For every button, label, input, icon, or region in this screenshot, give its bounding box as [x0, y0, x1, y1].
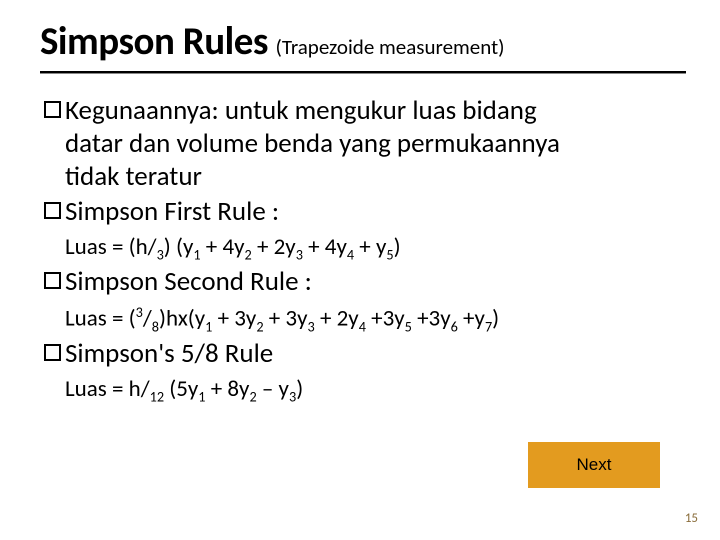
f: 4: [359, 317, 366, 335]
f: ): [296, 375, 303, 403]
f: + 2y: [252, 233, 296, 261]
body-content: Kegunaannya: untuk mengukur luas bidang …: [34, 95, 692, 406]
f: + y: [354, 233, 386, 261]
f: +3y: [412, 304, 451, 332]
bullet-kegunaan: Kegunaannya: untuk mengukur luas bidang: [44, 95, 682, 128]
f: 1: [198, 387, 205, 405]
f: )hx(y: [159, 304, 205, 332]
square-bullet-icon: [44, 344, 61, 361]
f: 3: [296, 245, 303, 263]
f: 12: [150, 387, 164, 405]
rule2-heading: Simpson Second Rule :: [65, 266, 312, 299]
slide-container: Simpson Rules (Trapezoide measurement) K…: [0, 0, 720, 540]
bullet-rule2: Simpson Second Rule :: [44, 266, 682, 299]
f: ): [394, 233, 401, 261]
title-divider: [40, 71, 686, 73]
f: 2: [245, 245, 252, 263]
f: ) (y: [164, 233, 194, 261]
f: Luas = h/: [65, 375, 150, 403]
f: + 8y: [206, 375, 250, 403]
rule2-formula: Luas = (3/8)hx(y1 + 3y2 + 3y3 + 2y4 +3y5…: [65, 303, 682, 336]
f: + 4y: [303, 233, 347, 261]
page-number: 15: [685, 511, 698, 526]
kegunaan-rest: untuk mengukur luas bidang: [219, 94, 537, 127]
f: 8: [152, 317, 159, 335]
rule1-formula: Luas = (h/3) (y1 + 4y2 + 2y3 + 4y4 + y5): [65, 233, 682, 264]
f: – y: [257, 375, 289, 403]
f: + 3y: [264, 304, 308, 332]
next-button[interactable]: Next: [528, 442, 660, 488]
f: Luas = (: [65, 304, 136, 332]
f: 5: [405, 317, 412, 335]
f: ): [492, 304, 499, 332]
kegunaan-line2: datar dan volume benda yang permukaannya: [65, 128, 682, 161]
f: 2: [256, 317, 263, 335]
rule3-formula: Luas = h/12 (5y1 + 8y2 – y3): [65, 375, 682, 406]
bullet-rule3: Simpson's 5/8 Rule: [44, 338, 682, 371]
f: 3: [157, 245, 164, 263]
kegunaan-line3: tidak teratur: [65, 161, 682, 194]
slide-title-main: Simpson Rules: [40, 18, 268, 65]
bullet-rule1: Simpson First Rule :: [44, 196, 682, 229]
square-bullet-icon: [44, 101, 61, 118]
f: +3y: [366, 304, 405, 332]
f: 3: [308, 317, 315, 335]
f: + 2y: [315, 304, 359, 332]
title-block: Simpson Rules (Trapezoide measurement): [34, 18, 692, 67]
f: (5y: [164, 375, 198, 403]
square-bullet-icon: [44, 202, 61, 219]
rule1-heading: Simpson First Rule :: [65, 196, 279, 229]
f: +y: [458, 304, 485, 332]
f: 3: [136, 303, 143, 321]
f: + 4y: [201, 233, 245, 261]
f: Luas = (h/: [65, 233, 157, 261]
bullet-text: Kegunaannya: untuk mengukur luas bidang: [65, 95, 537, 128]
f: 2: [249, 387, 256, 405]
f: /: [143, 304, 152, 332]
square-bullet-icon: [44, 272, 61, 289]
f: 5: [386, 245, 393, 263]
rule3-heading: Simpson's 5/8 Rule: [65, 338, 273, 371]
kegunaan-label: Kegunaannya:: [65, 94, 219, 127]
f: + 3y: [212, 304, 256, 332]
f: 6: [451, 317, 458, 335]
slide-title-sub: (Trapezoide measurement): [276, 34, 505, 60]
f: 1: [193, 245, 200, 263]
